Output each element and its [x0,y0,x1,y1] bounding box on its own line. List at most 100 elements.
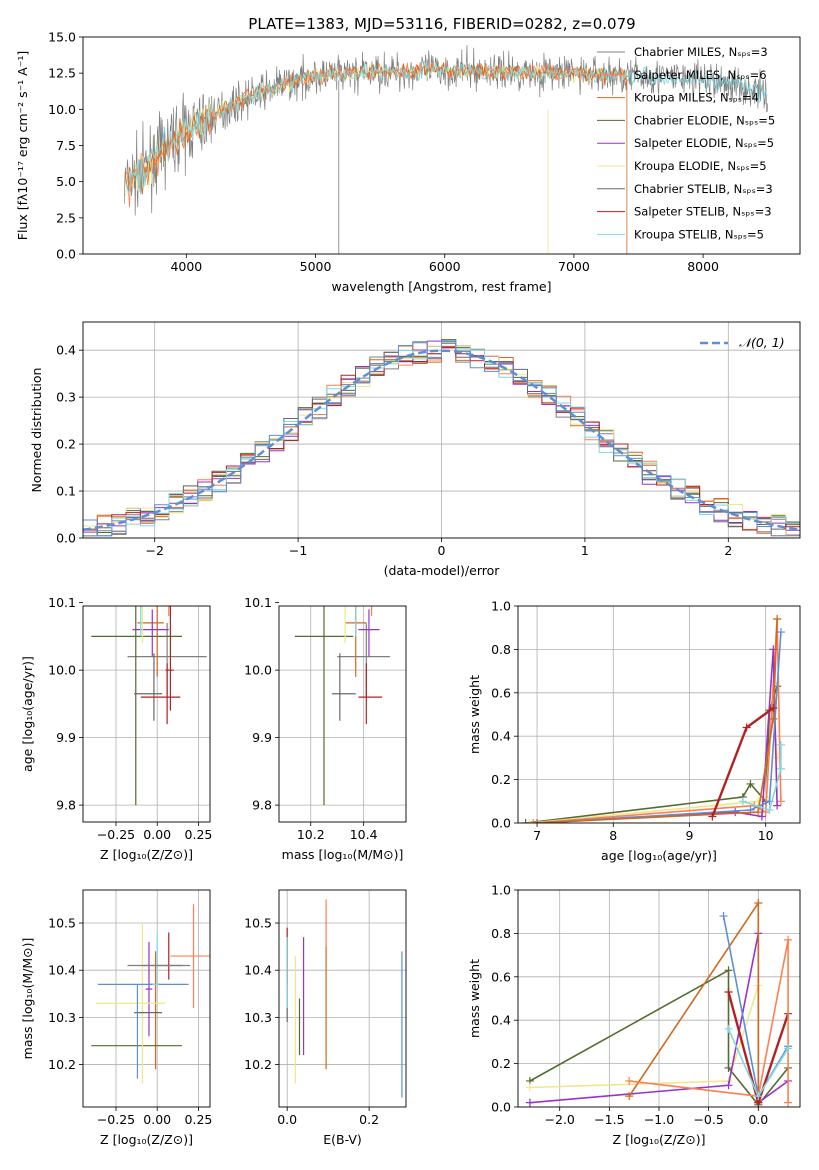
y-axis-label: age [log₁₀(age/yr)] [20,656,35,772]
x-tick-label: 0.00 [143,1112,171,1127]
weight-marker [625,1076,634,1085]
plot-area [123,44,769,254]
plot-area [83,322,800,538]
weight-marker [769,703,778,712]
weight-marker [529,819,538,823]
overlay [82,889,211,1108]
legend-label: Salpeter STELIB, Nₛₚₛ=3 [634,205,772,219]
y-tick-label: 10.5 [48,916,76,931]
weight-marker [765,805,774,814]
age-vs-metallicity-panel: −0.25 0.00 0.25 9.8 9.9 10.0 10.1 Z [log₁₀(Z/Z⊙… [20,595,212,862]
weight-marker [625,1092,634,1101]
x-axis-label: Z [log₁₀(Z/Z⊙)] [100,847,193,862]
y-tick-label: 10.1 [244,595,272,610]
weight-marker [724,966,733,975]
axes-frame [278,605,407,823]
axes-frame [517,605,801,824]
chart-title: PLATE=1383, MJD=53116, FIBERID=0282, z=0… [248,15,635,33]
x-axis-label: Z [log₁₀(Z/Z⊙)] [100,1132,193,1147]
plot-area [518,606,800,823]
y-tick-label: 7.5 [56,138,76,153]
weight-line-kroupa-miles [628,900,760,1101]
weight-marker [754,797,763,806]
plot-area [83,606,210,822]
weight-line-chabrier-elodie [525,686,778,823]
legend-label: Chabrier STELIB, Nₛₚₛ=3 [634,182,773,196]
x-axis-label: (data-model)/error [384,563,501,578]
y-tick-label: 10.0 [48,663,76,678]
y-tick-label: 10.4 [48,963,76,978]
weight-marker [525,819,534,823]
legend-label: Kroupa MILES, Nₛₚₛ=4 [634,91,759,105]
weight-marker [784,935,793,944]
x-tick-label: 4000 [170,259,202,274]
x-tick-label: 0.0 [748,1112,768,1127]
x-tick-label: 0.25 [185,1112,213,1127]
y-tick-label: 0.4 [56,343,76,358]
x-axis-label: Z [log₁₀(Z/Z⊙)] [613,1132,706,1147]
axes-frame [82,889,211,1108]
weight-marker [776,628,785,637]
x-tick-label: 10.2 [297,827,325,842]
weight-marker [757,812,766,821]
x-axis-label: wavelength [Angstrom, rest frame] [331,279,551,294]
weight-marker [742,723,751,732]
weight-marker [533,819,542,823]
weight-marker [773,615,782,624]
model-spectrum-salpeter-miles [125,61,629,208]
x-tick-label: 8 [609,828,617,843]
mass-vs-extinction-panel: 0.0 0.2 10.2 10.3 10.4 10.5 E(B-V) [244,889,407,1147]
x-tick-label: 0.2 [359,1112,379,1127]
residuals-panel: 𝒩(0, 1) −2 −1 0 1 2 0.0 0.1 0.2 0.3 0.4 (data-model… [29,321,801,578]
x-tick-label: 1 [581,543,589,558]
weight-marker [525,1098,534,1107]
x-tick-label: 0 [438,543,446,558]
y-tick-label: 0.4 [491,1013,511,1028]
x-tick-label: −1.0 [644,1112,674,1127]
y-tick-label: 0.0 [491,1100,511,1115]
x-tick-label: 0.0 [277,1112,297,1127]
overlay [517,605,801,824]
weight-line-kroupa-stelib [742,744,782,812]
plot-area [83,890,210,1107]
spectrum-panel: Chabrier MILES, Nₛₚₛ=3 Salpeter MILES, Nₛ… [15,30,801,294]
normal-curve [83,349,800,532]
weight-marker [731,808,740,817]
weight-marker [776,740,785,749]
legend-label: Kroupa ELODIE, Nₛₚₛ=5 [634,159,767,173]
weight-vs-age-panel: 7 8 9 10 0.0 0.2 0.4 0.6 0.8 1.0 age [log₁₀(age/yr… [467,599,801,863]
legend-label: Salpeter MILES, Nₛₚₛ=6 [634,68,767,82]
histogram-normal [83,340,800,537]
weight-line-salpeter-miles [629,939,789,1103]
weight-marker [724,1024,733,1033]
y-tick-label: 10.3 [244,1010,272,1025]
x-tick-label: −0.5 [693,1112,723,1127]
mass-vs-metallicity-panel: −0.25 0.00 0.25 10.2 10.3 10.4 10.5 Z [log₁₀(Z/… [20,889,213,1147]
y-tick-label: 5.0 [56,174,76,189]
y-tick-label: 10.3 [48,1010,76,1025]
y-tick-label: 10.1 [48,595,76,610]
weight-vs-metallicity-panel: −2.0 −1.5 −1.0 −0.5 0.0 0.0 0.2 0.4 0.6 0.8 1.0 Z [… [467,883,801,1147]
y-axis-label: mass [log₁₀(M/M⊙)] [20,938,35,1060]
y-tick-label: 0.4 [491,729,511,744]
y-tick-label: 0.2 [491,1056,511,1071]
y-tick-label: 10.2 [244,1057,272,1072]
y-tick-label: 0.6 [491,969,511,984]
model-spectrum-kroupa-elodie [125,61,629,197]
y-tick-label: 9.8 [252,798,272,813]
y-tick-label: 10.4 [244,963,272,978]
y-tick-label: 0.6 [491,685,511,700]
y-tick-label: 0.0 [491,816,511,831]
y-axis-label: Flux [fλ10⁻¹⁷ erg cm⁻² s⁻¹ A⁻¹] [15,51,30,240]
y-tick-label: 0.8 [491,642,511,657]
weight-line-normal [537,631,782,823]
x-tick-label: −0.25 [97,1112,135,1127]
model-spectrum-kroupa-miles [125,62,629,195]
weight-marker [724,1081,733,1090]
weight-marker [708,812,717,821]
weight-marker [776,797,785,806]
legend-label: Kroupa STELIB, Nₛₚₛ=5 [634,227,764,241]
y-tick-label: 0.0 [56,247,76,262]
legend-label: Salpeter ELODIE, Nₛₚₛ=5 [634,136,774,150]
